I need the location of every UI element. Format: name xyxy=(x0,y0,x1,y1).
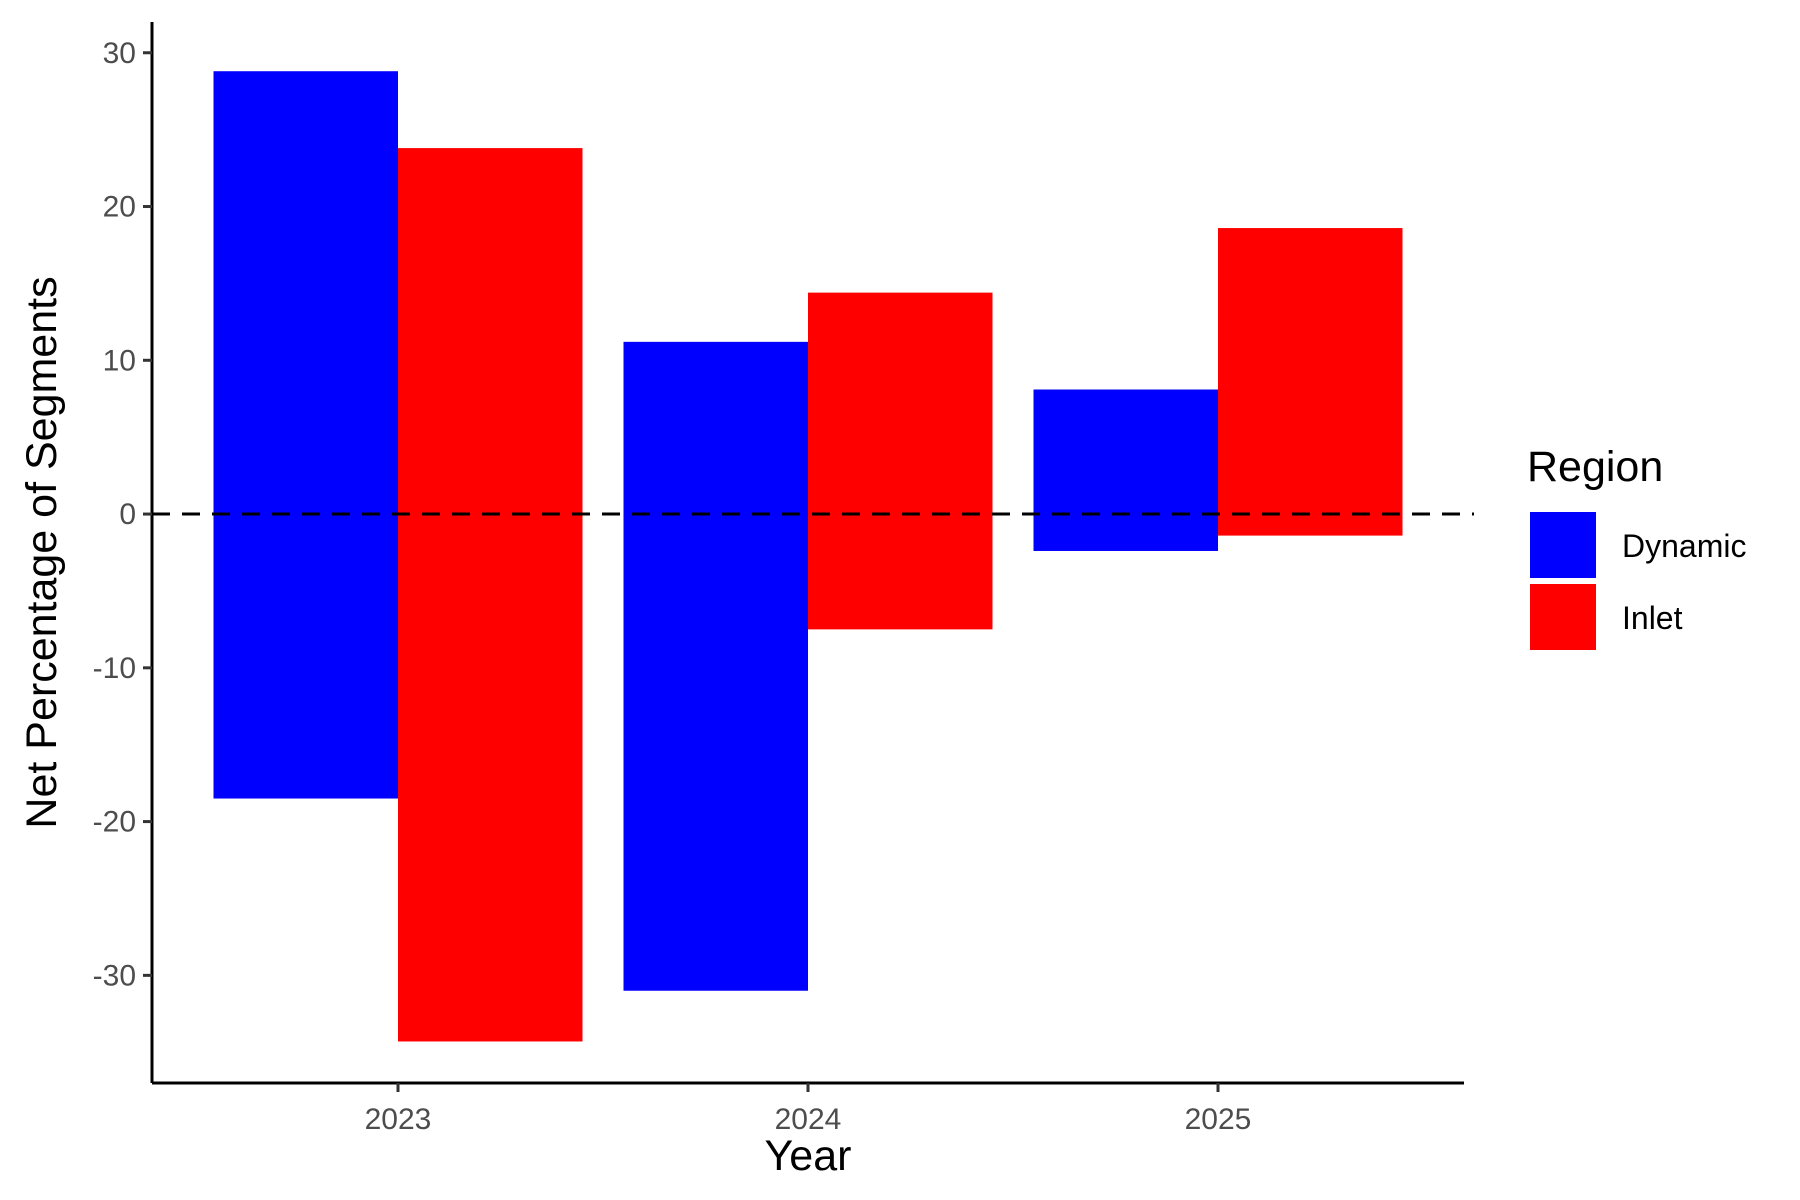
y-tick-label: 10 xyxy=(103,344,136,377)
bar-dynamic-2024 xyxy=(623,341,808,991)
bar-inlet-2024 xyxy=(808,292,993,630)
legend-items: Dynamic Inlet xyxy=(1530,512,1746,650)
y-tick-label: -30 xyxy=(93,959,136,992)
y-tick-label: 20 xyxy=(103,191,136,224)
legend-swatch-inlet xyxy=(1530,584,1596,650)
x-tick-label: 2024 xyxy=(775,1103,842,1136)
bar-inlet-2023 xyxy=(398,148,583,1042)
bars-layer xyxy=(213,71,1403,1042)
legend: Region Dynamic Inlet xyxy=(1527,443,1746,650)
legend-label-inlet: Inlet xyxy=(1622,600,1683,636)
legend-label-dynamic: Dynamic xyxy=(1622,528,1746,564)
x-tick-label: 2025 xyxy=(1185,1103,1252,1136)
y-tick-label: -10 xyxy=(93,652,136,685)
ticks-layer: 30 20 10 0 -10 -20 -30 2023 2024 2025 xyxy=(93,37,1252,1136)
y-tick-label: 30 xyxy=(103,37,136,70)
x-tick-label: 2023 xyxy=(365,1103,432,1136)
x-axis-title: Year xyxy=(765,1132,852,1180)
legend-swatch-dynamic xyxy=(1530,512,1596,578)
bar-inlet-2025 xyxy=(1218,228,1403,536)
y-tick-label: 0 xyxy=(119,498,136,531)
y-axis-title: Net Percentage of Segments xyxy=(18,276,66,828)
y-tick-label: -20 xyxy=(93,806,136,839)
bar-dynamic-2025 xyxy=(1033,389,1218,551)
bar-dynamic-2023 xyxy=(213,71,398,799)
legend-title: Region xyxy=(1527,443,1663,491)
